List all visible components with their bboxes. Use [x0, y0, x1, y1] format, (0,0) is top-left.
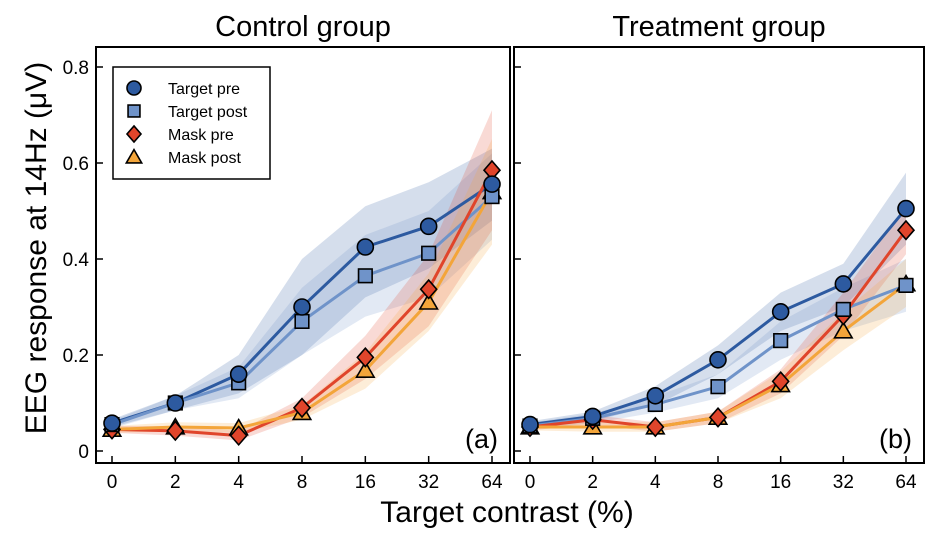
diamond-marker: [419, 278, 438, 300]
x-tick-label: 16: [355, 472, 376, 493]
panel-label: (a): [465, 424, 498, 454]
plot-frame: [513, 46, 925, 464]
x-tick-label: 2: [170, 472, 181, 493]
triangle-marker: [418, 292, 439, 310]
triangle-marker: [355, 360, 376, 378]
confidence-band: [112, 148, 492, 427]
legend-square-marker: [127, 104, 141, 118]
confidence-band: [112, 110, 492, 441]
circle-marker: [646, 386, 665, 405]
legend-circle-marker: [126, 80, 142, 96]
legend-label: Target post: [168, 104, 248, 121]
diamond-marker: [356, 346, 375, 368]
triangle-marker: [833, 321, 854, 339]
circle-marker: [293, 298, 311, 316]
circle-marker: [771, 302, 790, 321]
diamond-marker: [896, 219, 916, 241]
diamond-marker: [229, 425, 248, 447]
x-tick-label: 32: [833, 472, 854, 493]
circle-marker: [897, 199, 915, 218]
panel-title: Control group: [215, 11, 391, 43]
x-tick-label: 64: [895, 472, 917, 493]
y-tick-label: 0.4: [63, 250, 90, 271]
x-tick-label: 2: [587, 472, 598, 493]
diamond-marker: [708, 406, 728, 428]
x-axis-label: Target contrast (%): [380, 496, 633, 529]
x-tick-label: 32: [418, 472, 439, 493]
x-tick-label: 64: [481, 472, 503, 493]
diamond-marker: [771, 370, 790, 392]
x-tick-label: 4: [233, 472, 244, 493]
panel-title: Treatment group: [612, 11, 825, 43]
x-tick-label: 8: [297, 472, 308, 493]
circle-marker: [103, 414, 121, 432]
diamond-marker: [166, 420, 185, 442]
confidence-band: [112, 153, 492, 429]
y-axis-label: EEG response at 14Hz (μV): [20, 62, 53, 434]
circle-marker: [483, 175, 501, 193]
confidence-band: [530, 259, 906, 432]
x-tick-label: 0: [107, 472, 118, 493]
circle-marker: [521, 415, 539, 434]
confidence-band: [530, 259, 906, 430]
confidence-band: [112, 139, 492, 433]
circle-marker: [166, 394, 185, 412]
square-marker: [773, 332, 789, 349]
square-marker: [294, 313, 310, 330]
square-marker: [710, 379, 726, 395]
circle-marker: [229, 365, 248, 384]
circle-marker: [709, 350, 727, 369]
y-tick-label: 0.2: [63, 346, 89, 367]
x-tick-label: 8: [713, 472, 724, 493]
diamond-marker: [646, 416, 665, 438]
legend: Target pre Target post Mask pre Mask post: [112, 66, 271, 180]
y-tick-label: 0: [78, 442, 89, 463]
panel-treatment-group: Treatment group (b) 0 2 4 8 16 32 64: [513, 11, 925, 493]
square-marker: [898, 277, 914, 294]
confidence-band: [530, 206, 906, 432]
legend-triangle-marker: [124, 148, 144, 164]
legend-label: Mask post: [168, 150, 241, 167]
y-tick-label: 0.8: [63, 58, 89, 79]
legend-label: Mask pre: [168, 127, 234, 144]
diamond-marker: [292, 397, 312, 419]
circle-marker: [419, 217, 438, 236]
x-tick-label: 16: [770, 472, 791, 493]
circle-marker: [583, 407, 602, 426]
plot-frame: [95, 46, 511, 464]
legend-label: Target pre: [168, 81, 240, 98]
square-marker: [835, 301, 851, 318]
square-marker: [357, 268, 373, 284]
circle-marker: [356, 238, 375, 256]
panel-label: (b): [879, 424, 912, 454]
x-tick-label: 0: [525, 472, 536, 493]
square-marker: [421, 245, 437, 261]
panel-control-group: Control group (a) 0 2 4 8 16 32 64 0 0.2 0.4 0.6 0.8 T…: [63, 11, 511, 493]
confidence-band: [530, 172, 906, 428]
legend-diamond-marker: [125, 124, 143, 144]
x-tick-label: 4: [650, 472, 661, 493]
circle-marker: [834, 275, 853, 293]
y-tick-label: 0.6: [63, 154, 89, 175]
